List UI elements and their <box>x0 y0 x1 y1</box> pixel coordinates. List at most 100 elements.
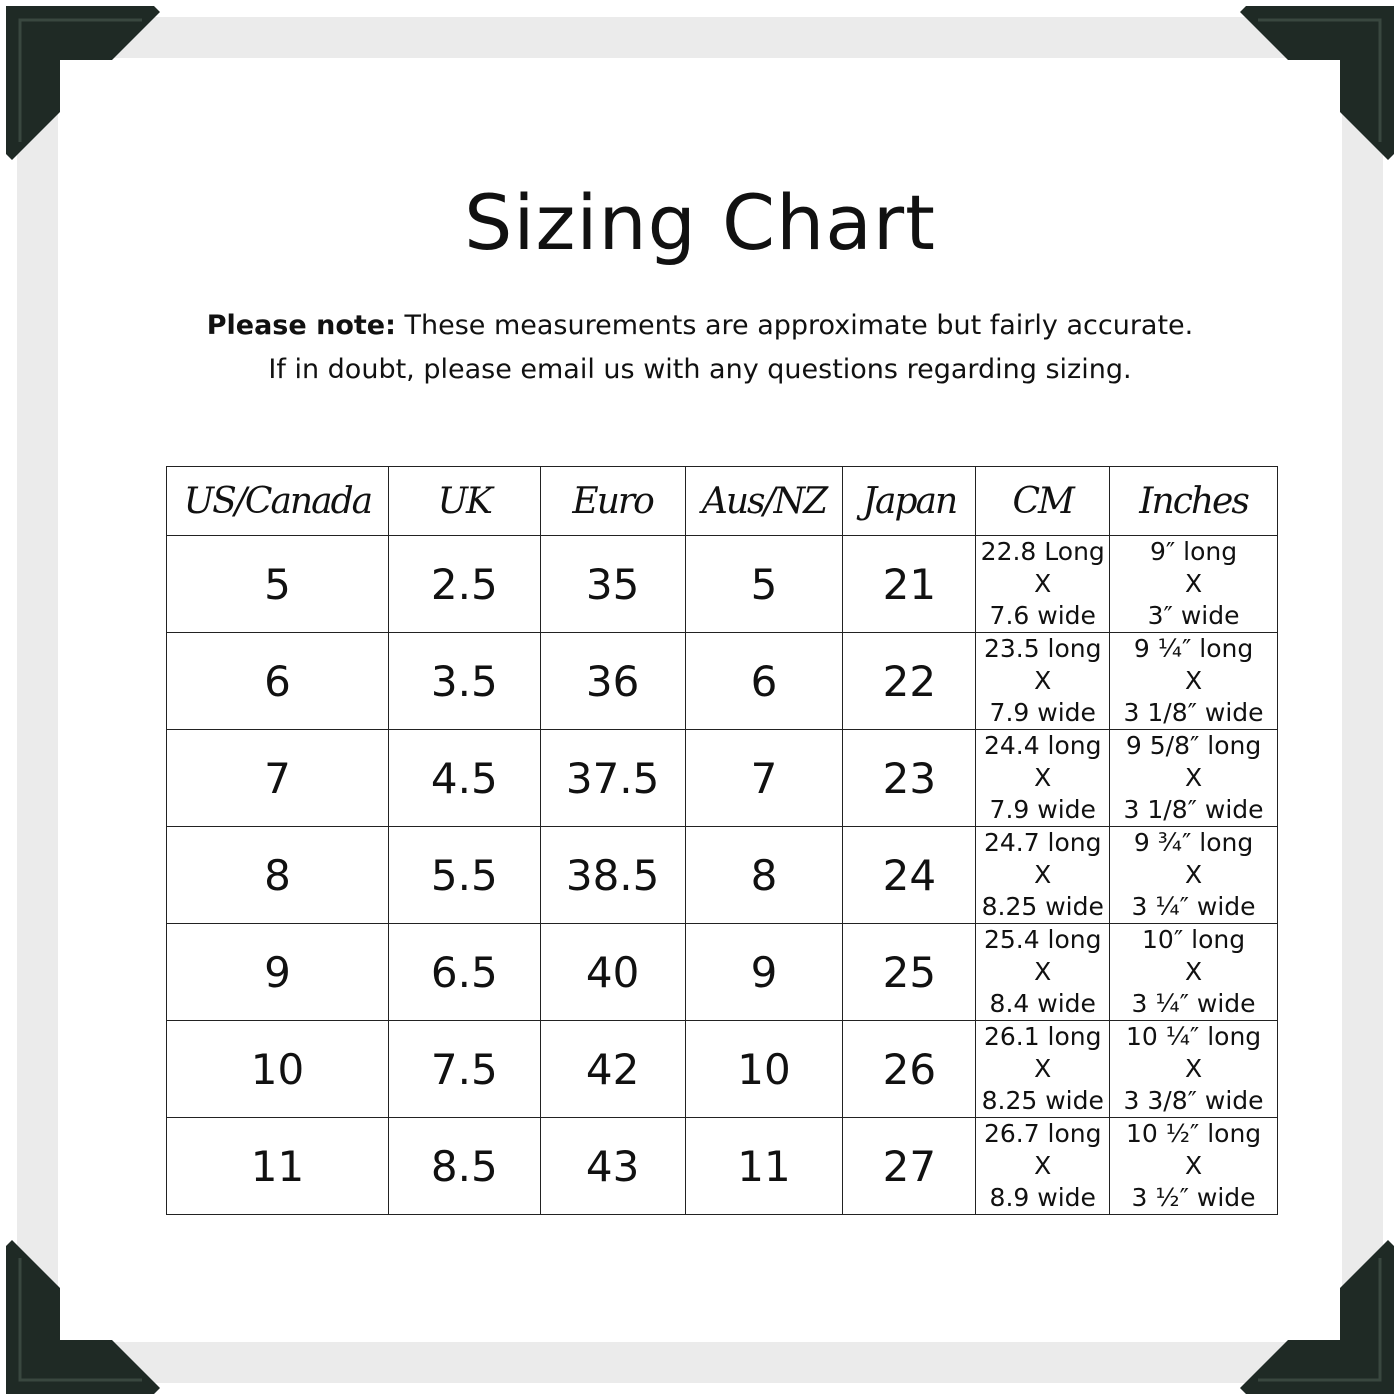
table-cell: 9 5/8″ long X 3 1/8″ wide <box>1109 729 1278 827</box>
cell-line: X <box>1184 763 1203 792</box>
table-cell: 21 <box>842 535 977 633</box>
cell-line: 3″ wide <box>1147 601 1240 630</box>
table-cell: 22 <box>842 632 977 730</box>
cell-line: 3 ¼″ wide <box>1131 892 1256 921</box>
cell-line: 9 ¼″ long <box>1133 634 1254 663</box>
table-cell: 38.5 <box>539 826 686 924</box>
cell-line: 10″ long <box>1142 925 1246 954</box>
table-row: 9 6.5 40 9 25 25.4 long X 8.4 wide 10″ long X 3 ¼″… <box>166 923 1278 1021</box>
table-cell: 24.7 long X 8.25 wide <box>975 826 1111 924</box>
cell-line: 3 ¼″ wide <box>1131 989 1256 1018</box>
table-cell: 23.5 long X 7.9 wide <box>975 632 1111 730</box>
column-header: Japan <box>842 466 977 536</box>
column-header: Euro <box>539 466 686 536</box>
table-cell: 3.5 <box>387 632 541 730</box>
table-row: 6 3.5 36 6 22 23.5 long X 7.9 wide 9 ¼″ long X 3 1… <box>166 632 1278 730</box>
table-cell: 26 <box>842 1020 977 1118</box>
table-cell: 43 <box>539 1117 686 1215</box>
table-cell: 10 <box>166 1020 389 1118</box>
table-cell: 5 <box>166 535 389 633</box>
table-cell: 24.4 long X 7.9 wide <box>975 729 1111 827</box>
table-cell: 10 <box>684 1020 844 1118</box>
column-header: Aus/NZ <box>684 466 844 536</box>
cell-line: 24.4 long <box>983 731 1102 760</box>
table-cell: 9″ long X 3″ wide <box>1109 535 1278 633</box>
cell-line: 8.25 wide <box>981 892 1104 921</box>
cell-line: X <box>1184 1151 1203 1180</box>
table-cell: 26.1 long X 8.25 wide <box>975 1020 1111 1118</box>
cell-line: 9″ long <box>1149 537 1238 566</box>
table-cell: 40 <box>539 923 686 1021</box>
table-cell: 9 ¼″ long X 3 1/8″ wide <box>1109 632 1278 730</box>
cell-line: X <box>1184 860 1203 889</box>
cell-line: 8.9 wide <box>989 1183 1096 1212</box>
corner-bottom-left-icon <box>6 1240 160 1394</box>
table-cell: 6 <box>684 632 844 730</box>
table-cell: 24 <box>842 826 977 924</box>
cell-line: 3 1/8″ wide <box>1123 698 1264 727</box>
table-cell: 10″ long X 3 ¼″ wide <box>1109 923 1278 1021</box>
table-row: 11 8.5 43 11 27 26.7 long X 8.9 wide 10 ½″ long X… <box>166 1117 1278 1215</box>
note-label: Please note: <box>206 310 396 341</box>
table-cell: 27 <box>842 1117 977 1215</box>
note-text: These measurements are approximate but f… <box>268 310 1194 385</box>
column-header: UK <box>387 466 541 536</box>
cell-line: X <box>1034 1151 1052 1180</box>
cell-line: 24.7 long <box>983 828 1102 857</box>
table-cell: 4.5 <box>387 729 541 827</box>
cell-line: X <box>1034 860 1052 889</box>
cell-line: X <box>1184 1054 1203 1083</box>
table-cell: 5 <box>684 535 844 633</box>
table-cell: 9 <box>166 923 389 1021</box>
cell-line: 3 3/8″ wide <box>1123 1086 1264 1115</box>
cell-line: 23.5 long <box>983 634 1102 663</box>
cell-line: 26.7 long <box>983 1119 1102 1148</box>
cell-line: X <box>1184 666 1203 695</box>
column-header: CM <box>975 466 1111 536</box>
table-cell: 7.5 <box>387 1020 541 1118</box>
cell-line: 7.9 wide <box>989 795 1096 824</box>
table-cell: 6 <box>166 632 389 730</box>
cell-line: X <box>1034 763 1052 792</box>
cell-line: 25.4 long <box>983 925 1102 954</box>
cell-line: 7.9 wide <box>989 698 1096 727</box>
table-row: 10 7.5 42 10 26 26.1 long X 8.25 wide 10 ¼″ long… <box>166 1020 1278 1118</box>
header-row: US/Canada UK Euro Aus/NZ Japan CM Inches <box>166 466 1278 536</box>
cell-line: 8.25 wide <box>981 1086 1104 1115</box>
table-cell: 37.5 <box>539 729 686 827</box>
cell-line: 9 5/8″ long <box>1125 731 1262 760</box>
cell-line: 10 ½″ long <box>1125 1119 1262 1148</box>
table-row: 5 2.5 35 5 21 22.8 Long X 7.6 wide 9″ long X 3″ wi… <box>166 535 1278 633</box>
corner-bottom-right-icon <box>1240 1240 1394 1394</box>
cell-line: 3 ½″ wide <box>1131 1183 1256 1212</box>
table-cell: 25.4 long X 8.4 wide <box>975 923 1111 1021</box>
cell-line: X <box>1034 666 1052 695</box>
table-row: 7 4.5 37.5 7 23 24.4 long X 7.9 wide 9 5/8″ long… <box>166 729 1278 827</box>
table-cell: 11 <box>166 1117 389 1215</box>
table-row: 8 5.5 38.5 8 24 24.7 long X 8.25 wide 9 ¾″ long X… <box>166 826 1278 924</box>
sizing-note: Please note: These measurements are appr… <box>200 304 1200 392</box>
corner-top-right-icon <box>1240 6 1394 160</box>
table-cell: 22.8 Long X 7.6 wide <box>975 535 1111 633</box>
column-header: Inches <box>1109 466 1278 536</box>
column-header: US/Canada <box>166 466 389 536</box>
table-cell: 8.5 <box>387 1117 541 1215</box>
table-cell: 6.5 <box>387 923 541 1021</box>
table-cell: 7 <box>166 729 389 827</box>
sizing-table: US/Canada UK Euro Aus/NZ Japan CM Inches 5 2.5 3… <box>166 466 1278 1215</box>
table-cell: 2.5 <box>387 535 541 633</box>
cell-line: 7.6 wide <box>989 601 1096 630</box>
table-cell: 42 <box>539 1020 686 1118</box>
table-cell: 23 <box>842 729 977 827</box>
cell-line: 8.4 wide <box>989 989 1096 1018</box>
cell-line: 9 ¾″ long <box>1133 828 1254 857</box>
table-cell: 26.7 long X 8.9 wide <box>975 1117 1111 1215</box>
table-cell: 5.5 <box>387 826 541 924</box>
cell-line: X <box>1034 569 1052 598</box>
table-cell: 36 <box>539 632 686 730</box>
table-cell: 9 ¾″ long X 3 ¼″ wide <box>1109 826 1278 924</box>
table-cell: 35 <box>539 535 686 633</box>
cell-line: X <box>1034 1054 1052 1083</box>
cell-line: 3 1/8″ wide <box>1123 795 1264 824</box>
cell-line: X <box>1184 957 1203 986</box>
